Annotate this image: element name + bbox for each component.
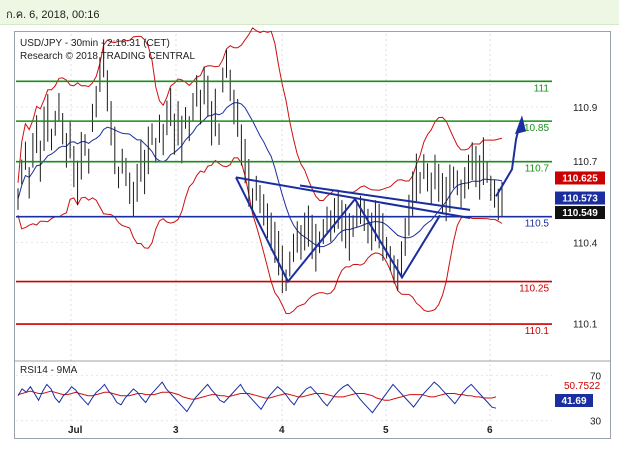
x-tick-label: 4 (279, 425, 285, 436)
rsi-ma-line (17, 390, 497, 401)
price-tag: 110.549 (555, 206, 605, 220)
rsi-value-tag: 50.7522 (564, 381, 601, 392)
x-tick-label: 5 (383, 425, 389, 436)
chart-subtitle: Research © 2018 TRADING CENTRAL (20, 51, 195, 62)
rsi-tag-label: 50.7522 (564, 381, 601, 392)
rsi-tag-box (555, 394, 593, 407)
level-label: 110.1 (525, 326, 550, 337)
level-label: 110.5 (525, 219, 550, 230)
x-tick-label: Jul (68, 425, 83, 436)
price-tag: 110.625 (555, 171, 605, 185)
price-tag-box (555, 171, 605, 185)
pattern-trendline (299, 184, 471, 211)
y-tick-label: 110.9 (573, 103, 598, 114)
level-label: 110.25 (519, 284, 549, 295)
arrow-head-icon (515, 115, 526, 135)
price-tag-label: 110.573 (562, 194, 598, 205)
rsi-tick-label: 70 (590, 371, 602, 382)
pattern-neckline (235, 176, 471, 219)
level-label: 111 (534, 83, 550, 94)
rsi-title: RSI14 - 9MA (20, 365, 78, 376)
price-tag: 110.573 (555, 191, 605, 205)
timestamp: ก.ค. 6, 2018, 00:16 (6, 9, 100, 21)
y-tick-label: 110.7 (573, 157, 598, 168)
rsi-value-tag: 41.69 (555, 394, 593, 407)
price-tag-box (555, 191, 605, 205)
rsi-tick-label: 30 (590, 417, 602, 428)
title-bar: ก.ค. 6, 2018, 00:16 (0, 0, 619, 25)
rsi-tag-label: 41.69 (561, 396, 586, 407)
price-tag-box (555, 206, 605, 220)
price-tag-label: 110.625 (562, 173, 598, 184)
pattern-line (235, 176, 441, 284)
chart-title: USD/JPY - 30min - 2:16:31 (CET) (20, 38, 170, 49)
rsi-line (17, 381, 497, 414)
x-tick-label: 3 (173, 425, 179, 436)
y-tick-label: 110.1 (573, 320, 598, 331)
bollinger-lower (17, 157, 503, 315)
y-tick-label: 110.4 (573, 238, 598, 249)
level-label: 110.7 (525, 164, 550, 175)
x-tick-label: 6 (487, 425, 493, 436)
price-tag-label: 110.549 (562, 208, 598, 219)
projection-arrow (495, 123, 521, 197)
level-label: 110.85 (519, 123, 549, 134)
bollinger-upper (17, 27, 503, 201)
moving-average (17, 102, 503, 248)
